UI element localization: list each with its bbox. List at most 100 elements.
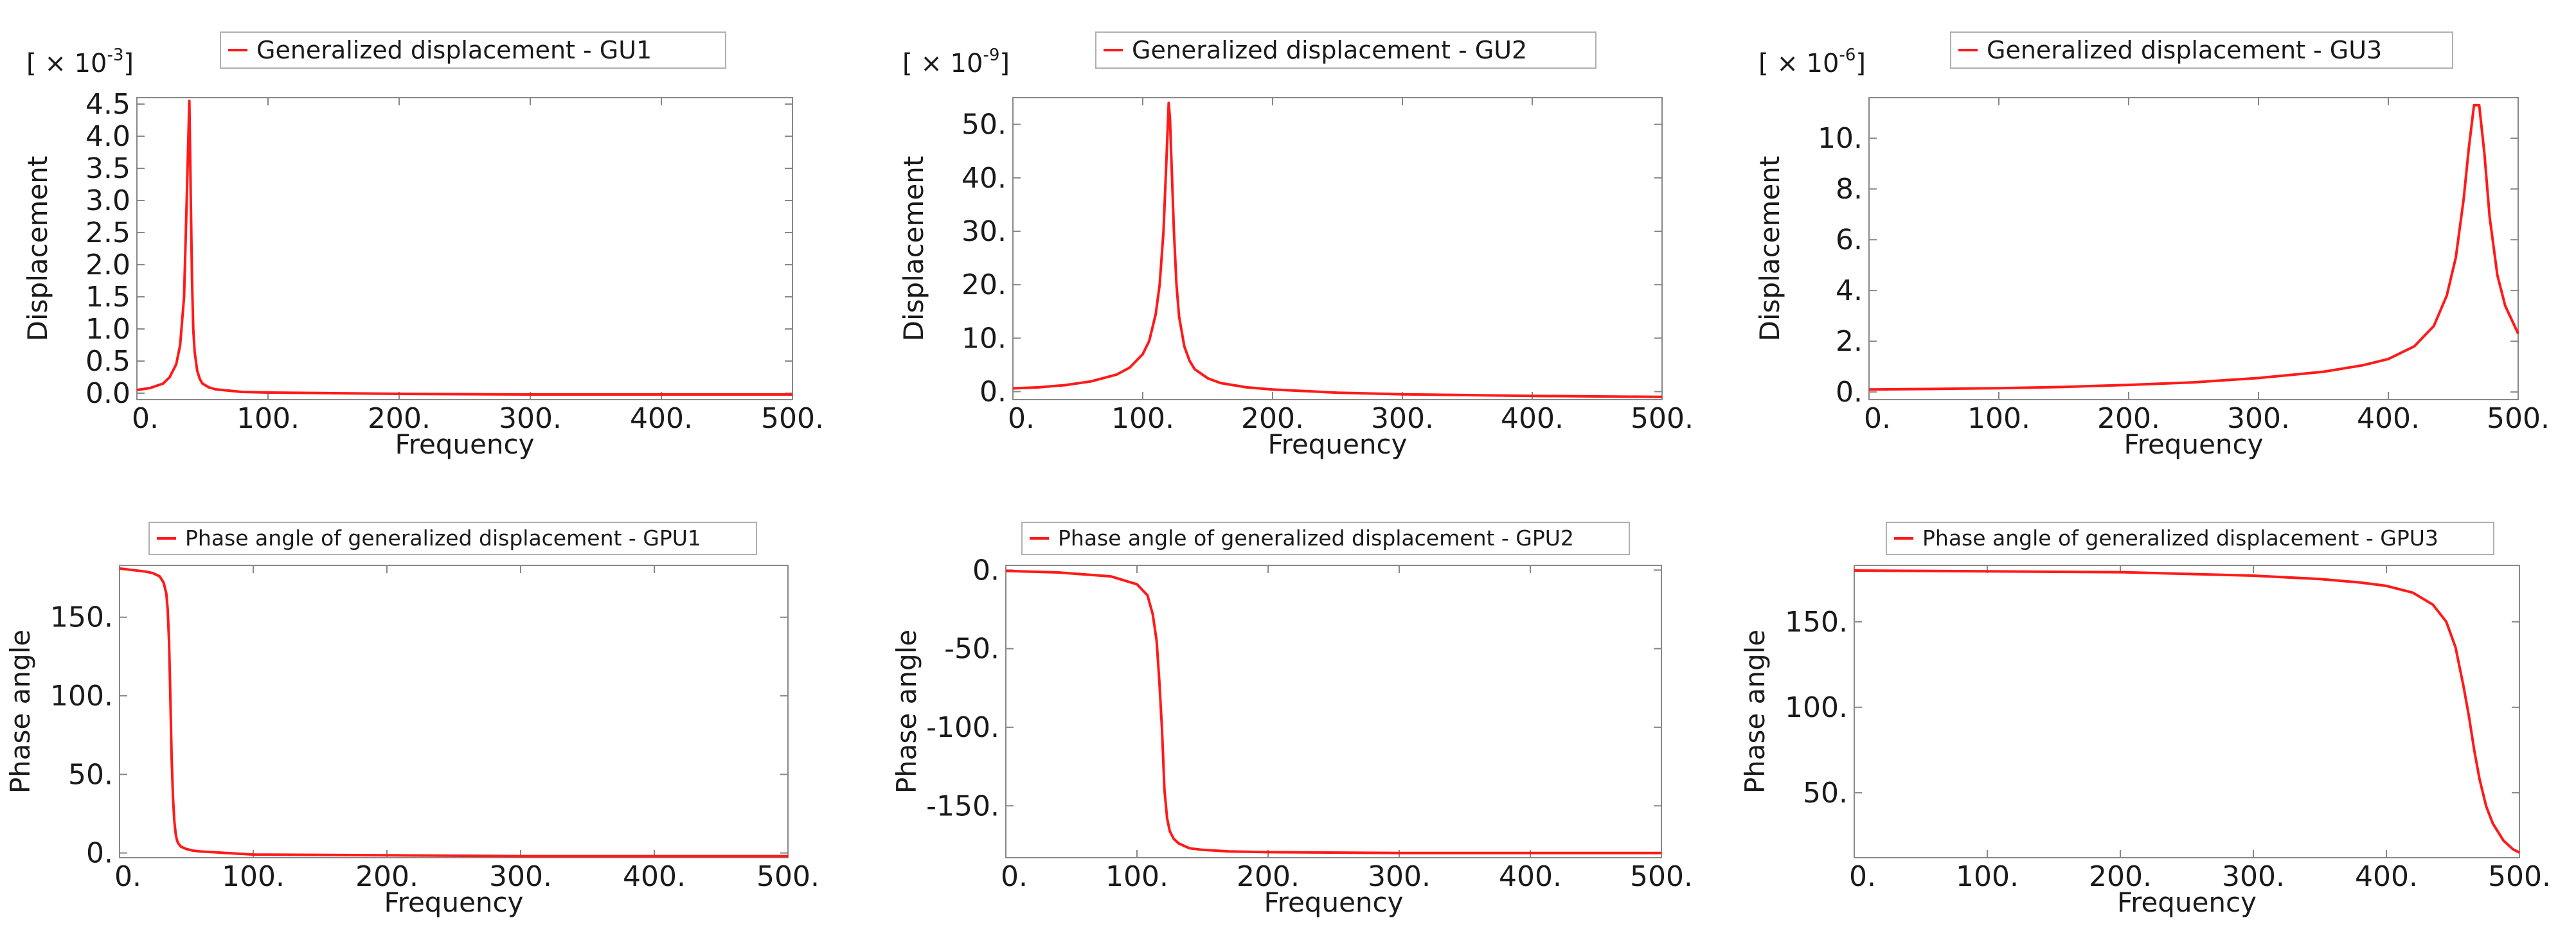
y-tick-label: 2.0 bbox=[85, 249, 130, 281]
y-tick-label: -150. bbox=[926, 790, 999, 822]
x-tick-label: 0. bbox=[1001, 860, 1028, 893]
plot-gpu1: 0. 100. 200. 300. 400. 500. 0. 50. 100. 150. Frequ… bbox=[4, 522, 819, 918]
y-tick-label: 150. bbox=[1785, 606, 1848, 639]
x-tick-label: 200. bbox=[1241, 402, 1304, 435]
legend-label: Generalized displacement - GU3 bbox=[1987, 36, 2382, 64]
y-tick-label: 0. bbox=[972, 554, 999, 587]
x-tick-label: 400. bbox=[1499, 860, 1562, 893]
y-tick-label: 0.0 bbox=[85, 377, 130, 410]
y-tick-label: -100. bbox=[926, 711, 999, 744]
y-tick-label: 20. bbox=[962, 269, 1006, 301]
x-axis-label: Frequency bbox=[2117, 887, 2257, 918]
legend-box bbox=[1021, 522, 1630, 555]
x-tick-label: 300. bbox=[2227, 402, 2290, 435]
x-axis-label: Frequency bbox=[384, 887, 524, 918]
legend-label: Generalized displacement - GU2 bbox=[1132, 36, 1527, 64]
y-tick-label: 3.0 bbox=[85, 184, 130, 217]
y-axis-label: Phase angle bbox=[4, 630, 36, 793]
y-tick-label: 3.5 bbox=[85, 152, 130, 185]
plot-frame bbox=[119, 565, 789, 858]
y-tick-label: 100. bbox=[1785, 691, 1848, 724]
x-tick-label: 100. bbox=[222, 860, 285, 893]
y-tick-label: 0. bbox=[1836, 376, 1863, 409]
y-tick-label: 4.5 bbox=[85, 88, 130, 121]
plot-frame bbox=[1005, 565, 1662, 858]
plot-gu3: 0. 100. 200. 300. 400. 500. 0. 2. 4. 6. 8. 10. Frequ… bbox=[1754, 31, 2550, 460]
y-tick-label: -50. bbox=[944, 633, 999, 666]
series-line bbox=[136, 100, 792, 396]
axis-multiplier: [ × 10-9] bbox=[902, 46, 1010, 78]
plot-gu2: 0. 100. 200. 300. 400. 500. 0. 10. 20. 30. 40. 50. F… bbox=[898, 31, 1694, 460]
y-tick-label: 0. bbox=[86, 837, 113, 870]
y-tick-label: 30. bbox=[962, 215, 1006, 248]
y-tick-label: 1.5 bbox=[85, 281, 130, 314]
y-tick-label: 2.5 bbox=[85, 217, 130, 249]
y-tick-label: 2. bbox=[1836, 325, 1863, 358]
axis-multiplier: [ × 10-6] bbox=[1758, 46, 1866, 78]
y-tick-label: 10. bbox=[1818, 122, 1863, 155]
x-tick-label: 500. bbox=[756, 860, 819, 893]
y-tick-label: 8. bbox=[1836, 173, 1863, 206]
axis-multiplier: [ × 10-3] bbox=[26, 46, 134, 78]
x-tick-label: 200. bbox=[2097, 402, 2160, 435]
x-tick-label: 100. bbox=[1105, 860, 1168, 893]
x-tick-label: 400. bbox=[623, 860, 686, 893]
legend-box bbox=[1950, 31, 2453, 69]
x-tick-label: 0. bbox=[114, 860, 141, 893]
legend-label: Phase angle of generalized displacement … bbox=[1922, 526, 2438, 551]
x-tick-label: 0. bbox=[1864, 402, 1891, 435]
x-axis-label: Frequency bbox=[1268, 429, 1408, 460]
x-tick-label: 0. bbox=[1849, 860, 1876, 893]
x-axis-label: Frequency bbox=[1264, 887, 1404, 918]
series-line bbox=[1012, 102, 1663, 398]
x-tick-label: 200. bbox=[2089, 860, 2152, 893]
x-tick-label: 500. bbox=[1630, 860, 1693, 893]
y-tick-label: 50. bbox=[962, 109, 1006, 141]
legend-box bbox=[1095, 31, 1597, 69]
x-tick-label: 100. bbox=[1956, 860, 2019, 893]
x-tick-label: 300. bbox=[489, 860, 552, 893]
legend-label: Phase angle of generalized displacement … bbox=[185, 526, 701, 551]
x-tick-label: 100. bbox=[1967, 402, 2030, 435]
x-tick-label: 500. bbox=[2488, 860, 2551, 893]
series-line bbox=[1854, 569, 2520, 854]
y-tick-label: 0.5 bbox=[85, 345, 130, 378]
x-tick-label: 400. bbox=[2357, 402, 2420, 435]
x-tick-label: 200. bbox=[355, 860, 418, 893]
legend-label: Generalized displacement - GU1 bbox=[256, 36, 652, 64]
series-line bbox=[1005, 569, 1661, 854]
legend-box bbox=[148, 522, 757, 555]
x-tick-label: 400. bbox=[630, 402, 693, 435]
plot-frame bbox=[1854, 565, 2520, 858]
y-tick-label: 6. bbox=[1836, 224, 1863, 256]
x-tick-label: 200. bbox=[368, 402, 431, 435]
x-tick-label: 200. bbox=[1237, 860, 1300, 893]
x-tick-label: 500. bbox=[1631, 402, 1694, 435]
x-tick-label: 300. bbox=[499, 402, 562, 435]
series-line bbox=[1868, 103, 2519, 391]
x-tick-label: 500. bbox=[2487, 402, 2550, 435]
y-axis-label: Displacement bbox=[1754, 156, 1785, 342]
plot-frame bbox=[1012, 97, 1663, 400]
plot-gpu3: 0. 100. 200. 300. 400. 500. 50. 100. 150. Frequen… bbox=[1739, 522, 2551, 918]
x-axis-label: Frequency bbox=[395, 429, 535, 460]
x-tick-label: 300. bbox=[1368, 860, 1431, 893]
legend-box bbox=[1886, 522, 2494, 555]
x-tick-label: 300. bbox=[2222, 860, 2285, 893]
y-axis-label: Displacement bbox=[898, 156, 929, 342]
y-axis-label: Displacement bbox=[22, 156, 53, 342]
y-tick-label: 4.0 bbox=[85, 120, 130, 153]
legend-box bbox=[220, 31, 726, 69]
y-tick-label: 0. bbox=[979, 376, 1006, 409]
y-tick-label: 1.0 bbox=[85, 313, 130, 346]
y-tick-label: 4. bbox=[1836, 274, 1863, 307]
y-tick-label: 50. bbox=[1803, 777, 1848, 810]
x-tick-label: 100. bbox=[237, 402, 300, 435]
y-tick-label: 150. bbox=[50, 601, 113, 634]
y-tick-label: 10. bbox=[962, 322, 1006, 355]
series-line bbox=[119, 567, 788, 858]
y-axis-label: Phase angle bbox=[891, 630, 922, 793]
plot-gpu2: 0. 100. 200. 300. 400. 500. 0. -50. -100. -150. Fr… bbox=[891, 522, 1693, 918]
legend-label: Phase angle of generalized displacement … bbox=[1058, 526, 1574, 551]
